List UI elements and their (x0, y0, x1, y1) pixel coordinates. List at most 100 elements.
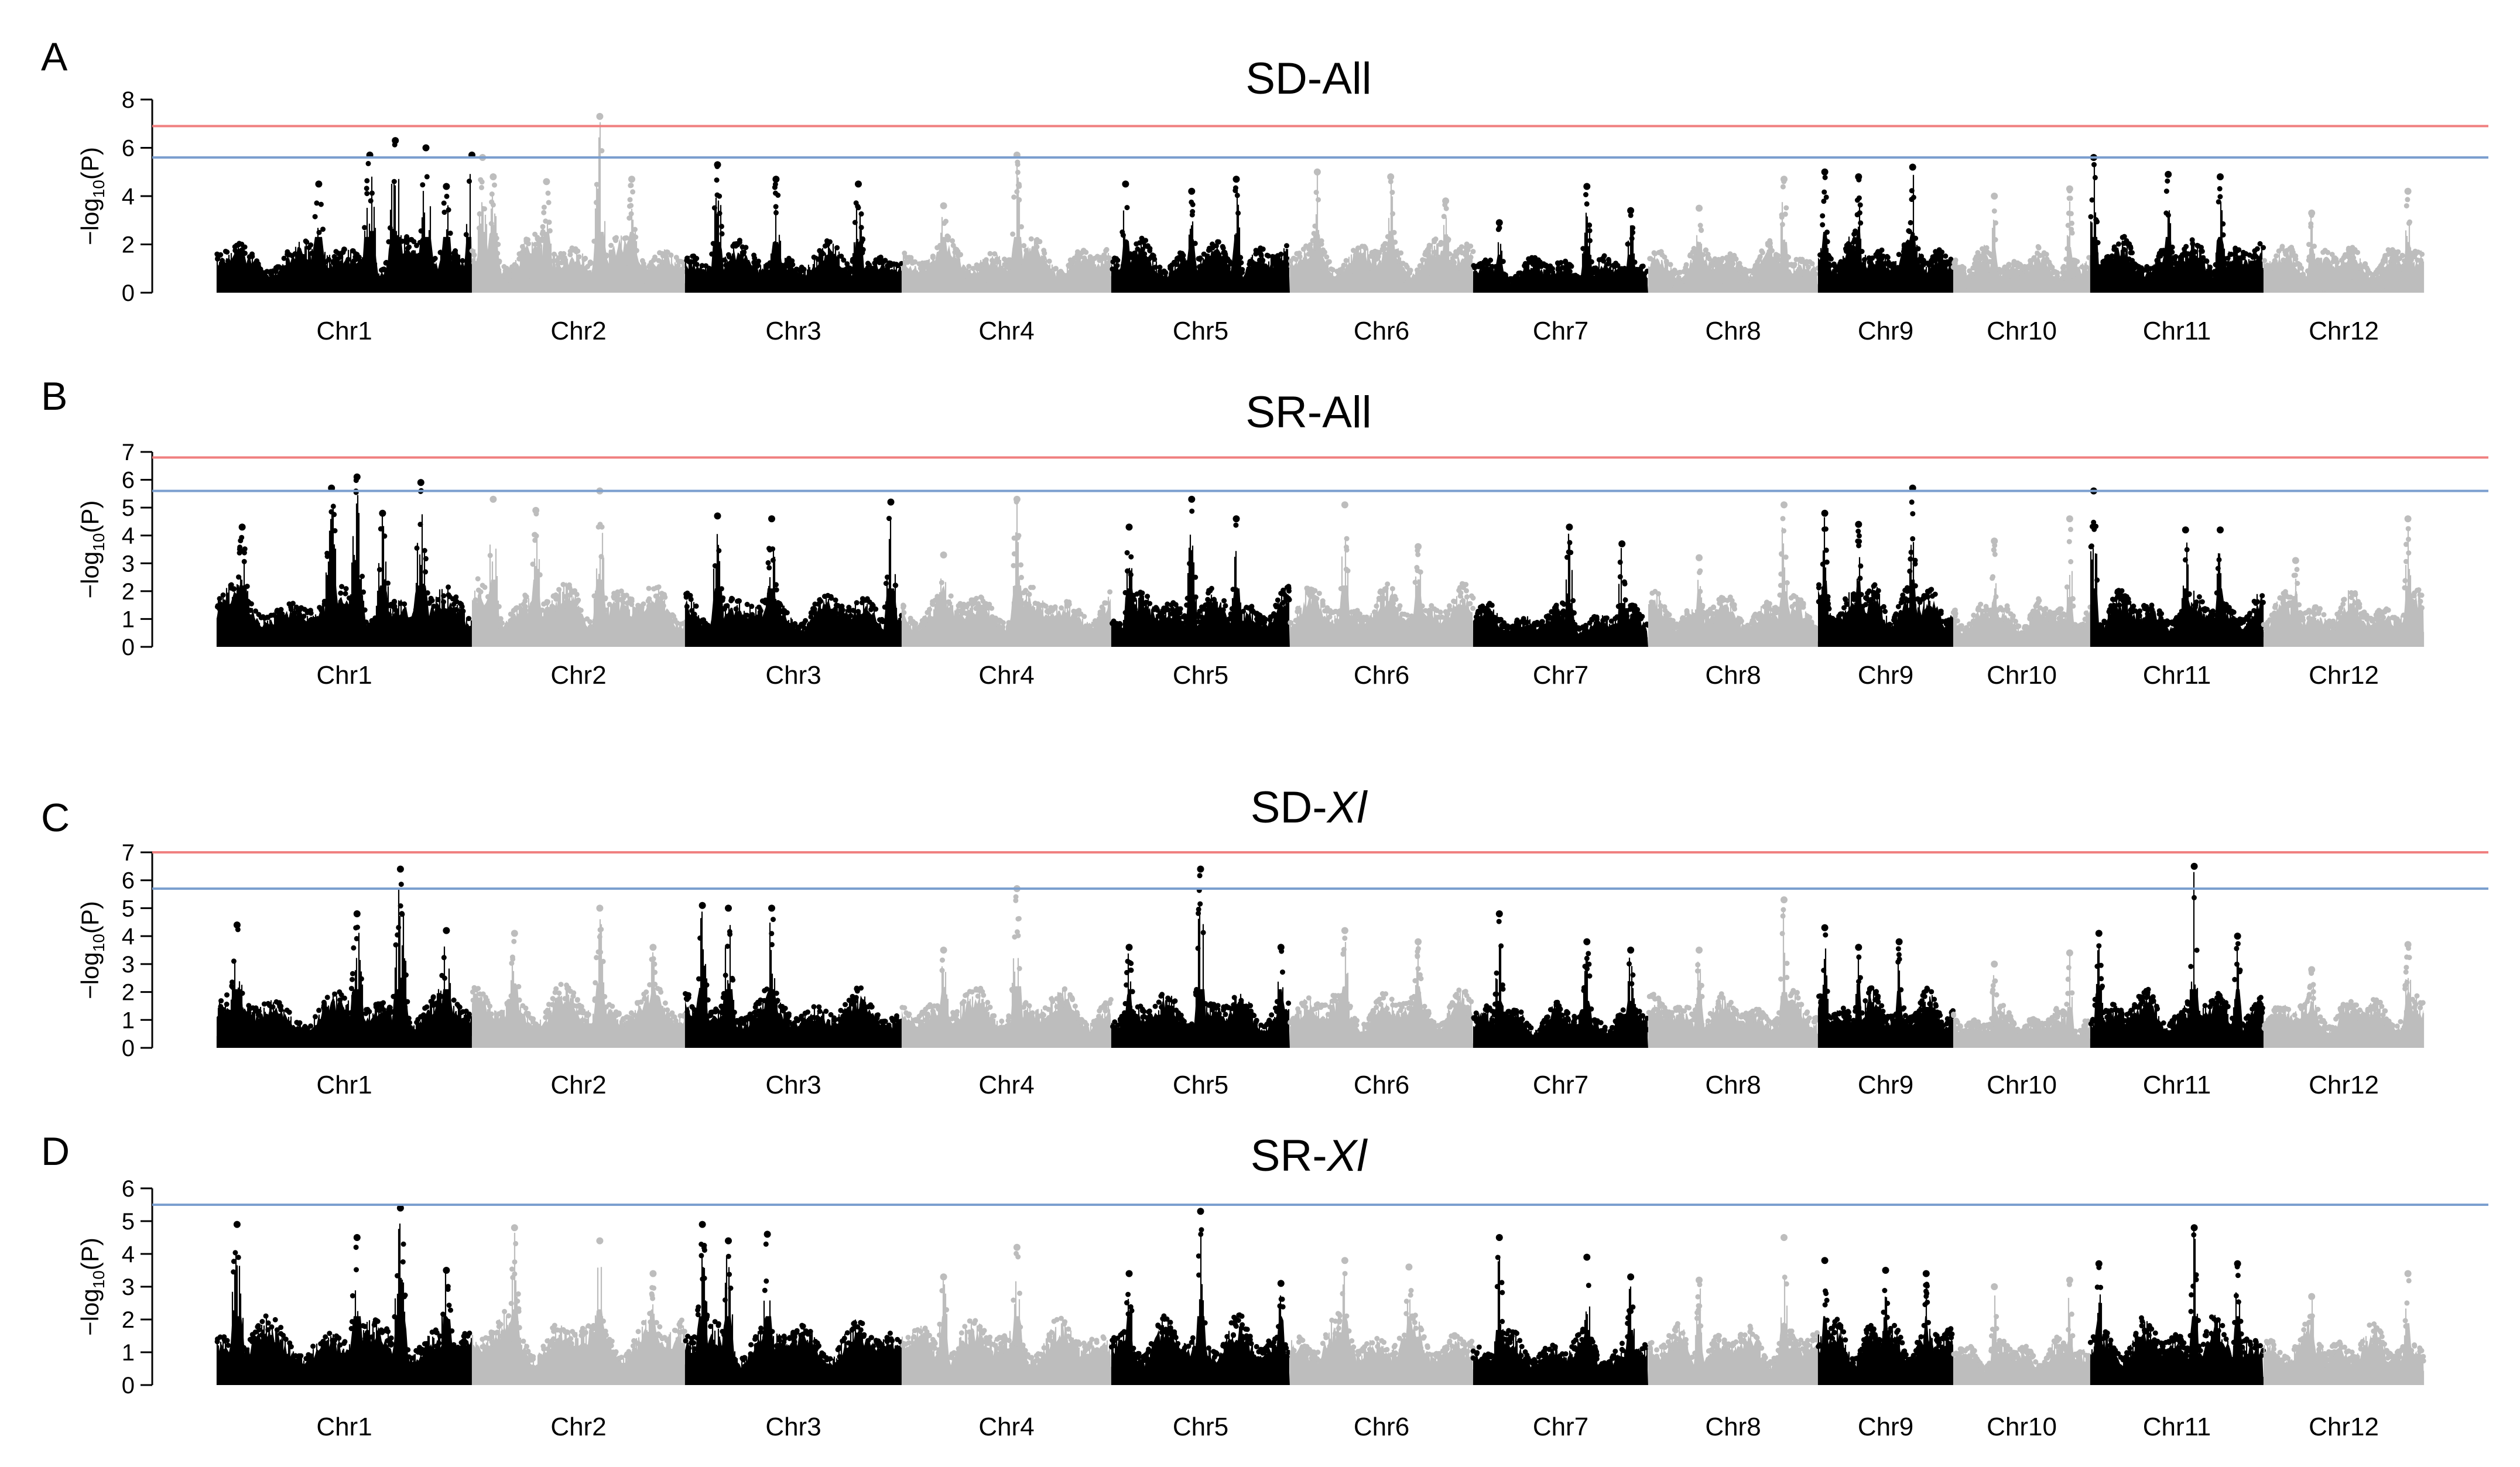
snp-point (2094, 218, 2100, 224)
x-tick-label: Chr8 (1705, 317, 1761, 345)
snp-point (1124, 205, 1130, 211)
snp-point (1605, 269, 1611, 275)
snp-point (2060, 265, 2066, 271)
chromosome-points-chr5 (1110, 176, 1290, 293)
snp-point (2021, 265, 2026, 271)
snp-point (2306, 254, 2312, 260)
snp-point (1275, 253, 1280, 259)
snp-point (1441, 214, 1447, 220)
snp-point (1884, 253, 1890, 259)
snp-point (235, 242, 241, 248)
snp-point (595, 524, 601, 530)
snp-point (1447, 251, 1453, 257)
snp-point (992, 251, 998, 257)
snp-point (224, 249, 230, 255)
snp-point (818, 598, 824, 604)
snp-point (2158, 248, 2164, 253)
snp-point (1919, 253, 1925, 259)
snp-point (2165, 178, 2170, 184)
snp-point (551, 258, 557, 264)
snp-point (1629, 236, 1635, 241)
y-tick-label: 6 (122, 468, 135, 493)
snp-point (288, 604, 294, 610)
peak-point (940, 202, 947, 210)
snp-point (996, 623, 1002, 629)
snp-point (817, 248, 823, 253)
snp-point (1458, 244, 1464, 250)
snp-point (679, 266, 684, 272)
snp-point (2138, 270, 2144, 276)
snp-point (2197, 257, 2203, 263)
x-tick-label: Chr9 (1858, 317, 1913, 345)
snp-point (1451, 259, 1457, 265)
snp-point (858, 225, 864, 231)
snp-point (1011, 194, 1017, 200)
snp-point (323, 259, 329, 265)
snp-point (246, 599, 252, 605)
snp-point (1257, 247, 1262, 253)
snp-point (731, 241, 737, 247)
snp-point (765, 560, 771, 565)
snp-point (1810, 268, 1816, 274)
snp-point (1587, 238, 1593, 244)
snp-point (1743, 270, 1749, 276)
snp-point (1519, 275, 1525, 281)
snp-point (583, 255, 588, 261)
snp-point (431, 604, 437, 609)
snp-point (1260, 258, 1266, 263)
snp-point (2068, 211, 2074, 217)
peak-point (1442, 197, 1450, 205)
snp-point (827, 239, 833, 245)
snp-point (522, 592, 528, 598)
snp-point (328, 509, 334, 515)
peak-point (1387, 173, 1395, 180)
snp-point (1522, 263, 1528, 269)
snp-point (588, 623, 594, 629)
snp-point (417, 239, 423, 245)
snp-point (840, 607, 845, 613)
snp-point (387, 225, 393, 231)
snp-point (729, 595, 735, 601)
snp-point (359, 574, 365, 579)
snp-point (1908, 220, 1913, 225)
snp-point (902, 251, 908, 256)
snp-point (580, 618, 586, 623)
snp-point (1258, 252, 1264, 258)
snp-point (335, 256, 341, 262)
snp-point (1625, 241, 1631, 247)
snp-point (248, 608, 254, 613)
snp-point (1642, 271, 1648, 277)
snp-point (1151, 253, 1156, 259)
snp-point (2224, 261, 2230, 266)
snp-point (2262, 258, 2267, 263)
snp-point (737, 598, 742, 604)
snp-point (576, 254, 582, 260)
snp-point (547, 228, 553, 234)
snp-point (537, 572, 543, 578)
snp-point (2397, 256, 2403, 262)
snp-point (536, 242, 542, 248)
y-axis-label: −log10(P) (76, 147, 108, 245)
snp-point (773, 587, 779, 593)
snp-point (653, 593, 659, 599)
snp-point (466, 616, 472, 622)
snp-point (1326, 259, 1331, 265)
snp-point (1896, 252, 1902, 258)
snp-point (995, 259, 1001, 265)
peak-point (596, 112, 604, 120)
snp-point (1081, 255, 1087, 261)
snp-point (2194, 242, 2200, 248)
snp-point (630, 189, 636, 195)
snp-point (1064, 599, 1070, 605)
snp-point (1901, 242, 1907, 248)
snp-point (966, 263, 972, 269)
snp-point (978, 594, 984, 600)
snp-point (1300, 246, 1306, 252)
snp-point (1628, 212, 1634, 218)
snp-point (451, 606, 457, 612)
snp-point (934, 245, 940, 251)
snp-point (1737, 262, 1742, 268)
snp-point (798, 623, 804, 629)
snp-point (2308, 221, 2314, 227)
snp-point (1169, 269, 1175, 275)
